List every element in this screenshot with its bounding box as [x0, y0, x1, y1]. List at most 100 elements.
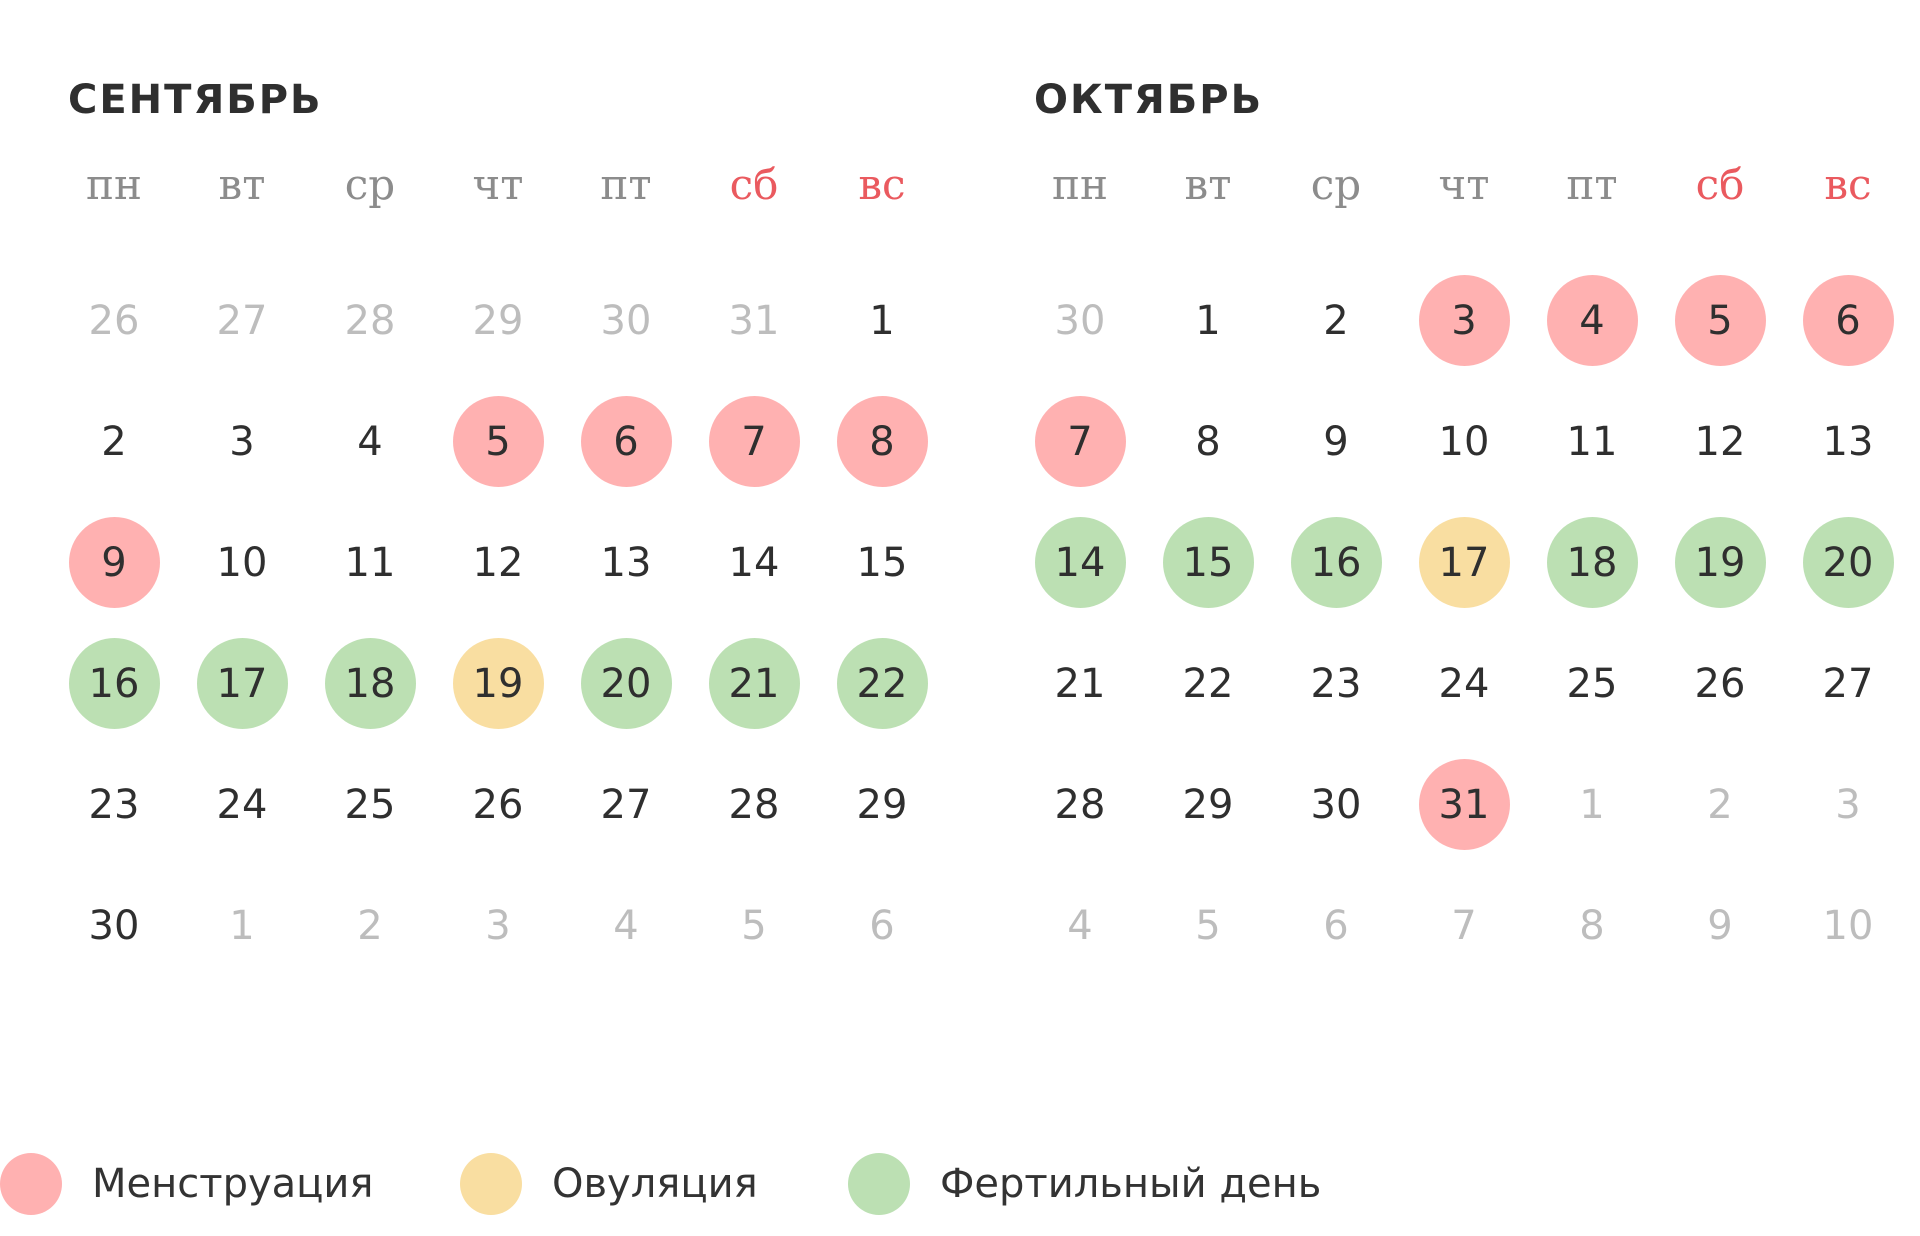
calendar-day[interactable]: 8 — [1528, 865, 1656, 986]
calendar-day[interactable]: 9 — [50, 502, 178, 623]
calendar-day[interactable]: 12 — [1656, 381, 1784, 502]
calendar-day[interactable]: 7 — [1016, 381, 1144, 502]
calendar-day[interactable]: 11 — [1528, 381, 1656, 502]
calendar-day[interactable]: 31 — [1400, 744, 1528, 865]
calendar-day[interactable]: 4 — [1528, 260, 1656, 381]
calendar-day[interactable]: 31 — [690, 260, 818, 381]
day-number: 17 — [196, 638, 288, 729]
calendar-day[interactable]: 10 — [1784, 865, 1912, 986]
calendar-day[interactable]: 15 — [1144, 502, 1272, 623]
calendar-day[interactable]: 30 — [1016, 260, 1144, 381]
calendar-day[interactable]: 1 — [1528, 744, 1656, 865]
calendar-day[interactable]: 11 — [306, 502, 434, 623]
calendar-day[interactable]: 28 — [306, 260, 434, 381]
calendar-day[interactable]: 18 — [1528, 502, 1656, 623]
calendar-day[interactable]: 27 — [1784, 623, 1912, 744]
calendar-day[interactable]: 27 — [178, 260, 306, 381]
ovulation-dot-icon — [460, 1153, 522, 1215]
calendar-day[interactable]: 8 — [1144, 381, 1272, 502]
calendar-day[interactable]: 3 — [178, 381, 306, 502]
calendar-day[interactable]: 12 — [434, 502, 562, 623]
calendar-day[interactable]: 8 — [818, 381, 946, 502]
day-number: 9 — [68, 517, 160, 608]
calendar-day[interactable]: 23 — [1272, 623, 1400, 744]
day-number: 4 — [1067, 902, 1093, 949]
calendar-day[interactable]: 16 — [50, 623, 178, 744]
calendar-day[interactable]: 18 — [306, 623, 434, 744]
calendar-day[interactable]: 24 — [178, 744, 306, 865]
calendar-day[interactable]: 20 — [1784, 502, 1912, 623]
calendar-day[interactable]: 3 — [434, 865, 562, 986]
days-grid: 30 1 2 3 4 5 6 7 8 9 10 11 12 13 14 15 16 17 18 19 20 21 22 23 2… — [1016, 260, 1912, 986]
calendar-day[interactable]: 3 — [1400, 260, 1528, 381]
day-number: 27 — [1822, 660, 1874, 707]
calendar-day[interactable]: 26 — [434, 744, 562, 865]
calendar-day[interactable]: 29 — [818, 744, 946, 865]
calendar-day[interactable]: 13 — [562, 502, 690, 623]
calendar-day[interactable]: 22 — [1144, 623, 1272, 744]
calendar-day[interactable]: 7 — [1400, 865, 1528, 986]
day-number: 3 — [1835, 781, 1861, 828]
calendar-day[interactable]: 21 — [690, 623, 818, 744]
calendar-day[interactable]: 7 — [690, 381, 818, 502]
calendar-day[interactable]: 26 — [1656, 623, 1784, 744]
day-number: 13 — [1822, 418, 1874, 465]
calendar-day[interactable]: 14 — [690, 502, 818, 623]
calendar-day[interactable]: 22 — [818, 623, 946, 744]
calendar-day[interactable]: 1 — [178, 865, 306, 986]
calendar-day[interactable]: 2 — [1272, 260, 1400, 381]
calendar-day[interactable]: 5 — [690, 865, 818, 986]
calendar-day[interactable]: 17 — [1400, 502, 1528, 623]
calendar-day[interactable]: 9 — [1656, 865, 1784, 986]
calendar-day[interactable]: 9 — [1272, 381, 1400, 502]
calendar-day[interactable]: 19 — [434, 623, 562, 744]
calendar-day[interactable]: 10 — [1400, 381, 1528, 502]
calendar-day[interactable]: 30 — [50, 865, 178, 986]
day-number: 7 — [708, 396, 800, 487]
calendar-day[interactable]: 25 — [1528, 623, 1656, 744]
calendar-day[interactable]: 2 — [1656, 744, 1784, 865]
calendar-day[interactable]: 24 — [1400, 623, 1528, 744]
calendar-day[interactable]: 5 — [1144, 865, 1272, 986]
calendar-day[interactable]: 27 — [562, 744, 690, 865]
day-number: 23 — [1310, 660, 1362, 707]
calendar-day[interactable]: 10 — [178, 502, 306, 623]
calendar-day[interactable]: 6 — [562, 381, 690, 502]
calendar-day[interactable]: 6 — [1272, 865, 1400, 986]
calendar-day[interactable]: 30 — [1272, 744, 1400, 865]
calendar-day[interactable]: 4 — [1016, 865, 1144, 986]
calendar-day[interactable]: 5 — [1656, 260, 1784, 381]
calendar-day[interactable]: 23 — [50, 744, 178, 865]
calendar-day[interactable]: 28 — [1016, 744, 1144, 865]
calendar-day[interactable]: 17 — [178, 623, 306, 744]
calendar-day[interactable]: 29 — [434, 260, 562, 381]
day-number: 5 — [452, 396, 544, 487]
calendar-day[interactable]: 3 — [1784, 744, 1912, 865]
weekday-label: вс — [1824, 160, 1872, 209]
calendar-day[interactable]: 6 — [1784, 260, 1912, 381]
calendar-day[interactable]: 4 — [562, 865, 690, 986]
calendar-day[interactable]: 16 — [1272, 502, 1400, 623]
calendar-day[interactable]: 19 — [1656, 502, 1784, 623]
calendar-day[interactable]: 20 — [562, 623, 690, 744]
calendar-day[interactable]: 15 — [818, 502, 946, 623]
day-number: 9 — [1323, 418, 1349, 465]
calendar-day[interactable]: 13 — [1784, 381, 1912, 502]
day-number: 6 — [869, 902, 895, 949]
day-number: 27 — [600, 781, 652, 828]
calendar-day[interactable]: 6 — [818, 865, 946, 986]
calendar-day[interactable]: 28 — [690, 744, 818, 865]
day-number: 16 — [1290, 517, 1382, 608]
calendar-day[interactable]: 4 — [306, 381, 434, 502]
calendar-day[interactable]: 2 — [50, 381, 178, 502]
calendar-day[interactable]: 5 — [434, 381, 562, 502]
calendar-day[interactable]: 1 — [1144, 260, 1272, 381]
calendar-day[interactable]: 14 — [1016, 502, 1144, 623]
calendar-day[interactable]: 26 — [50, 260, 178, 381]
calendar-day[interactable]: 30 — [562, 260, 690, 381]
calendar-day[interactable]: 21 — [1016, 623, 1144, 744]
calendar-day[interactable]: 29 — [1144, 744, 1272, 865]
calendar-day[interactable]: 2 — [306, 865, 434, 986]
calendar-day[interactable]: 25 — [306, 744, 434, 865]
calendar-day[interactable]: 1 — [818, 260, 946, 381]
